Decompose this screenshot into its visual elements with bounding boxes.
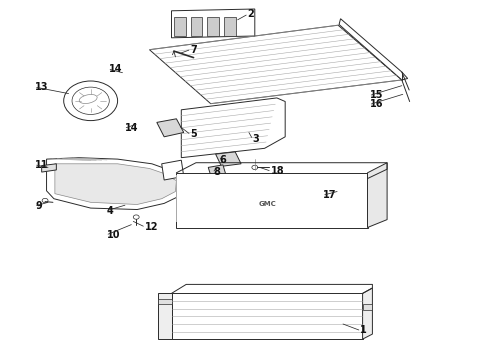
Bar <box>174 17 186 36</box>
Text: 12: 12 <box>145 222 158 232</box>
Polygon shape <box>158 299 172 304</box>
Text: GMC: GMC <box>258 202 276 207</box>
Polygon shape <box>157 119 184 137</box>
Polygon shape <box>208 165 226 179</box>
Text: 14: 14 <box>109 64 122 74</box>
Polygon shape <box>172 293 363 339</box>
Text: 7: 7 <box>190 45 197 55</box>
Polygon shape <box>162 160 184 180</box>
Polygon shape <box>42 164 56 172</box>
Text: 8: 8 <box>213 167 220 177</box>
Text: 14: 14 <box>125 123 139 133</box>
Polygon shape <box>47 158 184 210</box>
Polygon shape <box>216 152 241 166</box>
Text: 16: 16 <box>370 99 384 109</box>
Text: 10: 10 <box>107 230 121 240</box>
Bar <box>224 17 236 36</box>
Text: 13: 13 <box>35 82 49 92</box>
Polygon shape <box>181 98 285 158</box>
Polygon shape <box>339 19 408 80</box>
Bar <box>191 17 202 36</box>
Text: 15: 15 <box>370 90 384 100</box>
Text: 9: 9 <box>35 201 42 211</box>
Polygon shape <box>55 164 176 204</box>
Polygon shape <box>176 173 368 228</box>
Text: 3: 3 <box>252 134 259 144</box>
Text: 5: 5 <box>190 129 197 139</box>
Text: 6: 6 <box>220 155 226 165</box>
Polygon shape <box>363 304 372 310</box>
Polygon shape <box>172 9 255 38</box>
Text: 2: 2 <box>247 9 254 19</box>
Text: 18: 18 <box>270 166 284 176</box>
Polygon shape <box>363 288 372 339</box>
Polygon shape <box>158 293 172 339</box>
Text: 1: 1 <box>360 325 367 336</box>
Text: 17: 17 <box>323 190 337 200</box>
Polygon shape <box>149 25 402 104</box>
Text: 11: 11 <box>35 160 49 170</box>
Bar <box>207 17 219 36</box>
Text: 4: 4 <box>107 206 114 216</box>
Polygon shape <box>368 163 387 228</box>
